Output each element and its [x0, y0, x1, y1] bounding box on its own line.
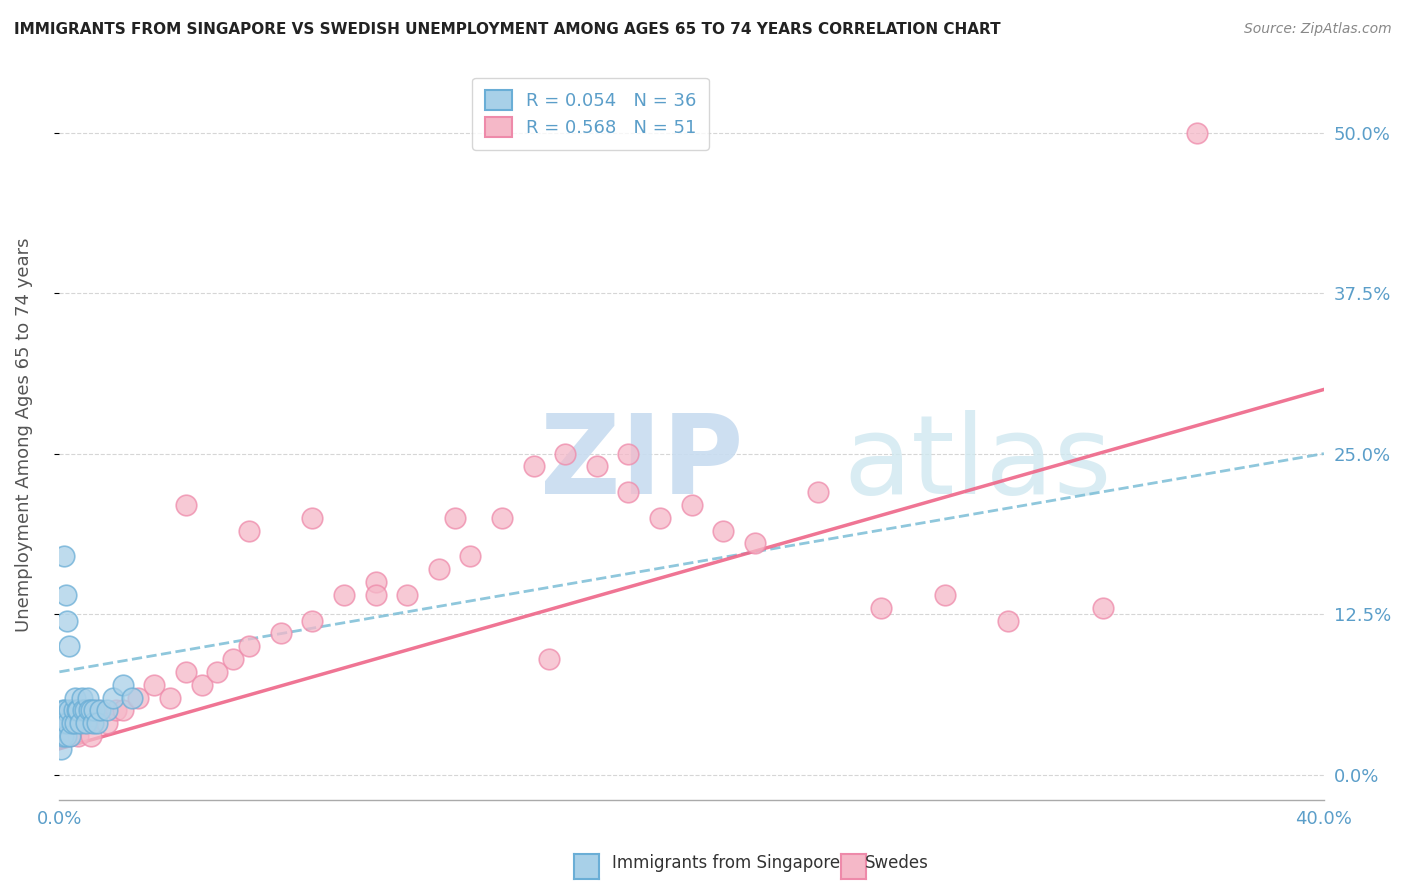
Point: [333, 588, 356, 602]
Point: [111, 703, 134, 717]
Point: [934, 588, 956, 602]
Point: [55, 729, 77, 743]
Y-axis label: Unemployment Among Ages 65 to 74 years: Unemployment Among Ages 65 to 74 years: [15, 237, 32, 632]
Point: [58, 729, 80, 743]
Point: [66, 703, 89, 717]
Point: [301, 511, 323, 525]
Point: [648, 511, 671, 525]
Point: [222, 652, 245, 666]
Point: [174, 665, 197, 679]
Point: [60, 716, 83, 731]
Point: [53, 549, 76, 564]
Text: atlas: atlas: [844, 410, 1112, 517]
Point: [67, 703, 90, 717]
Point: [53, 716, 76, 731]
Point: [63, 690, 86, 705]
Point: [711, 524, 734, 538]
Point: [238, 639, 260, 653]
Point: [73, 703, 96, 717]
Point: [49, 742, 72, 756]
Point: [301, 614, 323, 628]
Point: [70, 703, 93, 717]
Point: [83, 703, 105, 717]
Point: [89, 703, 111, 717]
Point: [82, 716, 104, 731]
Point: [62, 703, 84, 717]
Point: [744, 536, 766, 550]
Text: Source: ZipAtlas.com: Source: ZipAtlas.com: [1244, 22, 1392, 37]
Point: [76, 690, 98, 705]
Point: [76, 716, 98, 731]
Text: Immigrants from Singapore: Immigrants from Singapore: [612, 855, 839, 872]
Point: [585, 459, 607, 474]
Point: [55, 716, 77, 731]
Point: [51, 716, 73, 731]
Point: [617, 447, 640, 461]
Point: [96, 716, 118, 731]
Point: [143, 678, 166, 692]
Point: [60, 703, 83, 717]
Point: [238, 524, 260, 538]
Point: [617, 485, 640, 500]
Point: [80, 729, 103, 743]
Point: [997, 614, 1019, 628]
Point: [58, 703, 80, 717]
Point: [364, 588, 387, 602]
Point: [491, 511, 513, 525]
Point: [86, 716, 108, 731]
Point: [427, 562, 450, 576]
Point: [63, 716, 86, 731]
Point: [51, 729, 73, 743]
Point: [538, 652, 561, 666]
Point: [67, 729, 90, 743]
Point: [396, 588, 419, 602]
Point: [69, 716, 91, 731]
Point: [51, 729, 73, 743]
Point: [80, 703, 103, 717]
Point: [1091, 600, 1114, 615]
Point: [75, 716, 97, 731]
Point: [63, 716, 86, 731]
Point: [127, 690, 149, 705]
Point: [72, 703, 94, 717]
Point: [58, 639, 80, 653]
Point: [190, 678, 212, 692]
Point: [86, 703, 108, 717]
Point: [443, 511, 465, 525]
Point: [105, 703, 128, 717]
Point: [79, 703, 101, 717]
Point: [364, 574, 387, 589]
Legend: R = 0.054   N = 36, R = 0.568   N = 51: R = 0.054 N = 36, R = 0.568 N = 51: [472, 78, 709, 150]
Point: [70, 690, 93, 705]
Point: [73, 716, 96, 731]
Point: [55, 588, 77, 602]
Point: [681, 498, 703, 512]
Point: [523, 459, 546, 474]
Point: [56, 716, 79, 731]
Point: [207, 665, 229, 679]
Point: [53, 703, 76, 717]
Text: Swedes: Swedes: [865, 855, 928, 872]
Point: [807, 485, 830, 500]
Point: [111, 678, 134, 692]
Point: [159, 690, 181, 705]
Point: [59, 729, 82, 743]
Point: [460, 549, 482, 564]
Point: [174, 498, 197, 512]
Point: [121, 690, 143, 705]
Point: [96, 703, 118, 717]
Point: [870, 600, 893, 615]
Point: [554, 447, 576, 461]
Point: [270, 626, 292, 640]
Point: [52, 703, 75, 717]
Point: [101, 690, 124, 705]
Point: [1187, 126, 1209, 140]
Text: IMMIGRANTS FROM SINGAPORE VS SWEDISH UNEMPLOYMENT AMONG AGES 65 TO 74 YEARS CORR: IMMIGRANTS FROM SINGAPORE VS SWEDISH UNE…: [14, 22, 1001, 37]
Text: ZIP: ZIP: [540, 410, 744, 517]
Point: [56, 614, 79, 628]
